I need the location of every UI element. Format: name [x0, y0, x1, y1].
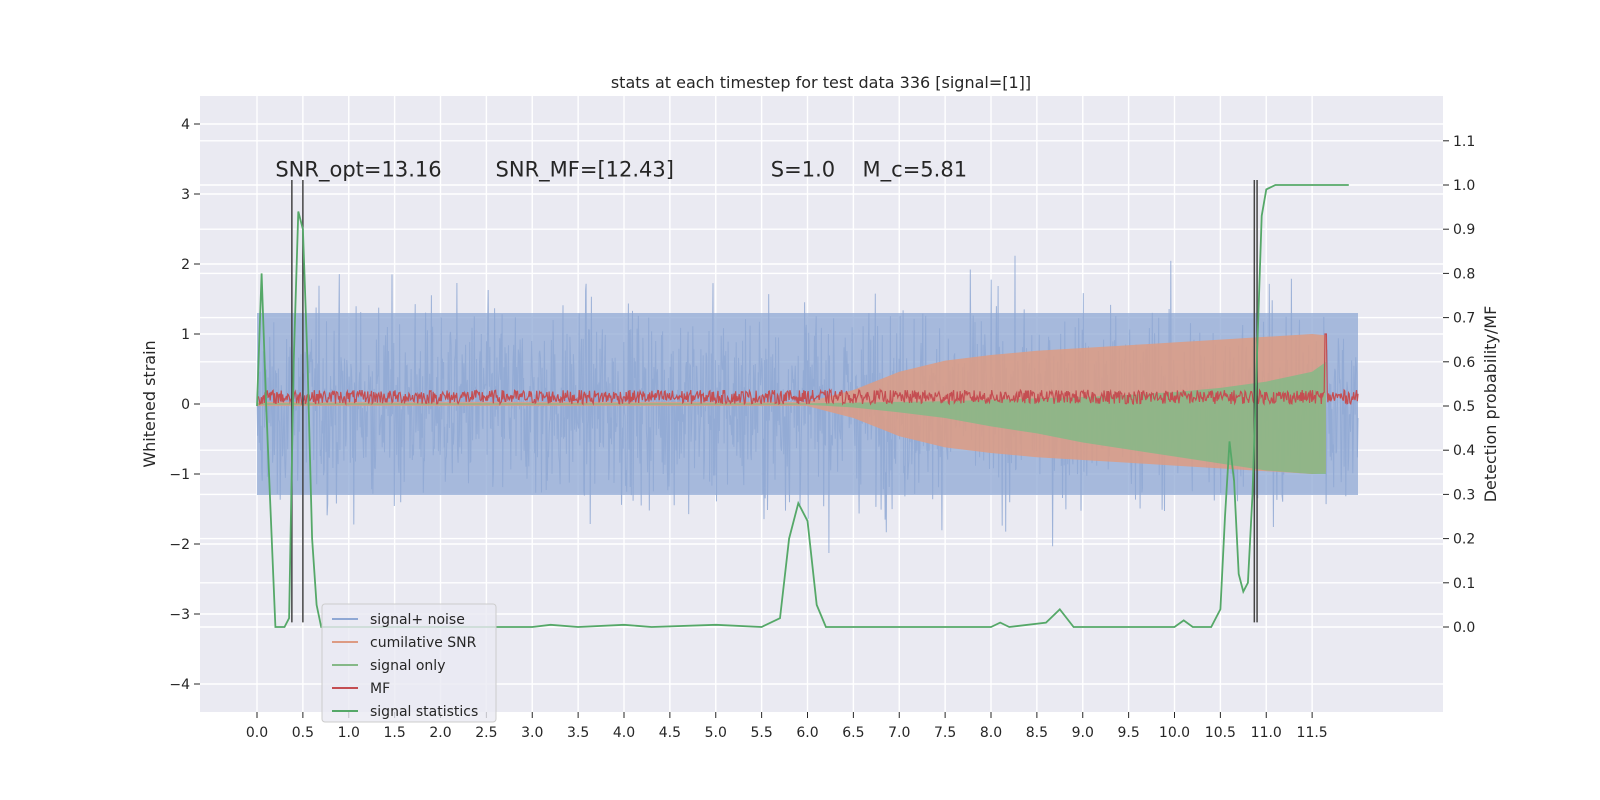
y2-tick-label: 0.7 [1453, 311, 1475, 327]
x-tick-label: 2.5 [475, 725, 497, 741]
y-tick-label: 1 [181, 327, 190, 343]
annotation: SNR_opt=13.16 [275, 158, 441, 183]
y-tick-label: −2 [169, 537, 190, 553]
y2-tick-label: 0.4 [1453, 443, 1475, 459]
x-tick-label: 3.5 [567, 725, 589, 741]
vertical-markers [291, 180, 1258, 623]
y2-axis-label: Detection probability/MF [1481, 306, 1500, 503]
x-tick-label: 9.5 [1117, 725, 1139, 741]
x-tick-label: 8.5 [1026, 725, 1048, 741]
y2-tick-label: 0.3 [1453, 487, 1475, 503]
x-tick-label: 9.0 [1072, 725, 1094, 741]
y-axis-label: Whitened strain [140, 340, 159, 467]
annotation: SNR_MF=[12.43] [496, 158, 674, 183]
series-mf [256, 333, 1359, 406]
x-tick-label: 3.0 [521, 725, 543, 741]
y2-tick-label: 0.1 [1453, 576, 1475, 592]
annotation: M_c=5.81 [863, 158, 968, 183]
y-tick-label: 4 [181, 117, 190, 133]
x-tick-label: 4.5 [659, 725, 681, 741]
y-tick-label: 0 [181, 397, 190, 413]
y-tick-label: 3 [181, 187, 190, 203]
x-tick-label: 2.0 [429, 725, 451, 741]
x-tick-label: 1.5 [383, 725, 405, 741]
y2-tick-label: 1.1 [1453, 134, 1475, 150]
y2-tick-label: 0.5 [1453, 399, 1475, 415]
y2-tick-label: 0.2 [1453, 532, 1475, 548]
x-tick-label: 6.5 [842, 725, 864, 741]
x-axis-ticks: 0.0 0.5 1.0 1.5 2.0 2.5 3.0 3.5 4.0 4.5 5.0 5.5 6.0 6… [246, 712, 1328, 741]
x-tick-label: 0.5 [292, 725, 314, 741]
x-tick-label: 10.5 [1205, 725, 1236, 741]
series-layer [256, 180, 1359, 628]
y2-tick-label: 0.6 [1453, 355, 1475, 371]
x-tick-label: 11.0 [1251, 725, 1282, 741]
x-tick-label: 4.0 [613, 725, 635, 741]
annotation: S=1.0 [771, 158, 835, 182]
x-tick-label: 11.5 [1297, 725, 1328, 741]
y2-tick-label: 1.0 [1453, 178, 1475, 194]
y-tick-label: −4 [169, 677, 190, 693]
y-tick-label: 2 [181, 257, 190, 273]
y2-tick-label: 0.0 [1453, 620, 1475, 636]
x-tick-label: 1.0 [338, 725, 360, 741]
x-tick-label: 5.5 [750, 725, 772, 741]
y2-axis-ticks: 0.0 0.1 0.2 0.3 0.4 0.5 0.6 0.7 0.8 0.9 1.0 1.1 [1443, 134, 1475, 636]
x-tick-label: 7.0 [888, 725, 910, 741]
x-tick-label: 8.0 [980, 725, 1002, 741]
x-tick-label: 6.0 [796, 725, 818, 741]
x-tick-label: 0.0 [246, 725, 268, 741]
legend-label: MF [370, 681, 390, 697]
y-tick-label: −3 [169, 607, 190, 623]
legend-box [321, 603, 497, 723]
annotations: SNR_opt=13.16 SNR_MF=[12.43] S=1.0 M_c=5.81 [275, 158, 967, 183]
legend: signal+ noise cumilative SNR signal only MF… [321, 603, 497, 723]
y2-tick-label: 0.8 [1453, 266, 1475, 282]
y-tick-label: −1 [169, 467, 190, 483]
chart-title: stats at each timestep for test data 336… [611, 73, 1031, 92]
x-tick-label: 5.0 [705, 725, 727, 741]
x-tick-label: 10.0 [1159, 725, 1190, 741]
x-tick-label: 7.5 [934, 725, 956, 741]
series-signal-statistics [256, 184, 1349, 628]
series-signal-only [257, 362, 1326, 474]
legend-label: signal only [370, 658, 445, 674]
legend-label: signal statistics [370, 704, 478, 720]
y2-tick-label: 0.9 [1453, 222, 1475, 238]
legend-label: signal+ noise [370, 612, 465, 628]
legend-label: cumilative SNR [370, 635, 477, 651]
y-axis-ticks: −4 −3 −2 −1 0 1 2 3 4 [169, 117, 200, 693]
